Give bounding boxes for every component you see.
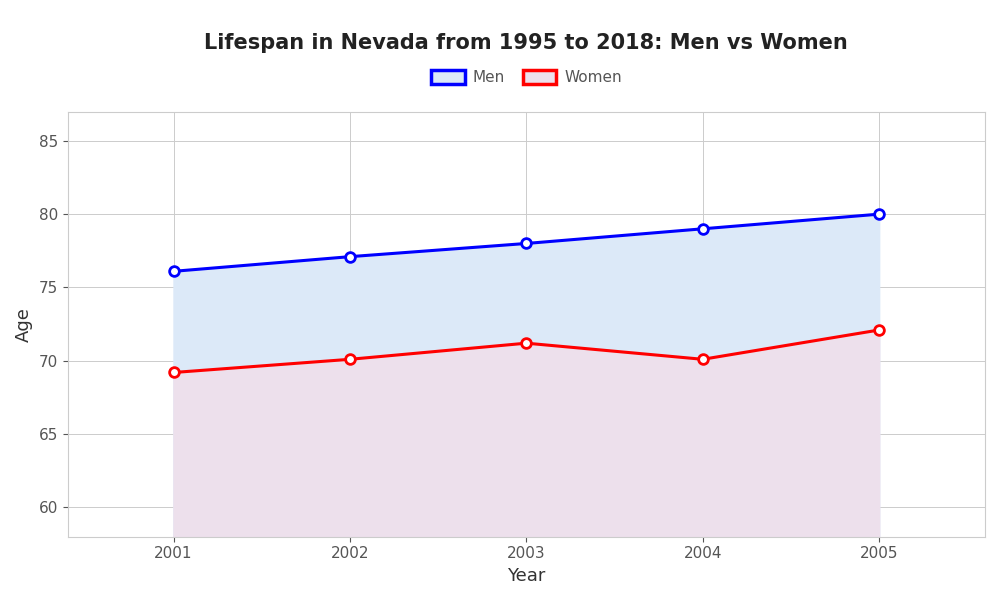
- X-axis label: Year: Year: [507, 567, 546, 585]
- Y-axis label: Age: Age: [15, 307, 33, 341]
- Legend: Men, Women: Men, Women: [425, 64, 628, 91]
- Title: Lifespan in Nevada from 1995 to 2018: Men vs Women: Lifespan in Nevada from 1995 to 2018: Me…: [204, 33, 848, 53]
